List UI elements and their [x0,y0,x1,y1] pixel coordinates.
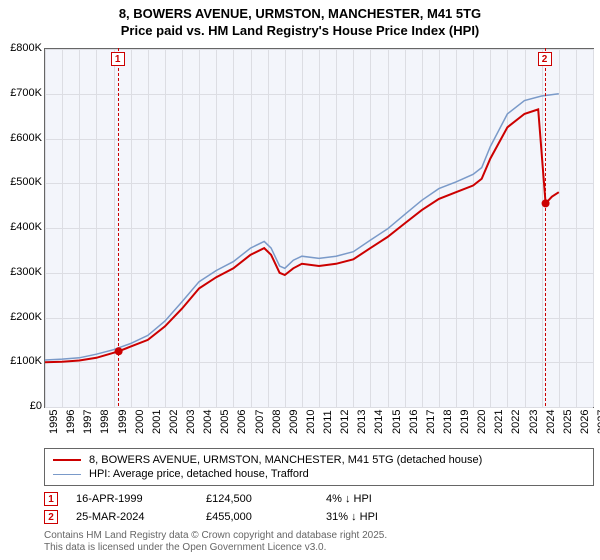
footer-line-2: This data is licensed under the Open Gov… [44,542,594,554]
x-axis-tick-label: 2013 [356,410,368,434]
x-axis-tick-label: 2005 [219,410,231,434]
gridline-horizontal [45,407,593,408]
sales-table-row: 2 25-MAR-2024£455,00031% ↓ HPI [44,508,594,526]
y-axis-tick-label: £300K [2,266,42,278]
y-axis-tick-label: £400K [2,221,42,233]
legend-swatch [53,459,81,461]
sales-row-date: 16-APR-1999 [76,493,206,505]
sales-row-pct: 4% ↓ HPI [326,493,446,505]
x-axis-tick-label: 1995 [48,410,60,434]
sales-row-marker-badge: 1 [44,492,58,506]
x-axis-tick-label: 2016 [408,410,420,434]
x-axis-tick-label: 2026 [579,410,591,434]
sales-table-row: 1 16-APR-1999£124,5004% ↓ HPI [44,490,594,508]
legend-row: HPI: Average price, detached house, Traf… [53,467,585,481]
legend-swatch [53,474,81,475]
x-axis-tick-label: 2025 [562,410,574,434]
x-axis-tick-label: 2006 [236,410,248,434]
y-axis-tick-label: £700K [2,87,42,99]
sales-row-marker-badge: 2 [44,510,58,524]
sales-data-table: 1 16-APR-1999£124,5004% ↓ HPI 2 25-MAR-2024… [44,490,594,526]
x-axis-tick-label: 2024 [545,410,557,434]
sale-marker-line [118,48,119,406]
sales-row-price: £455,000 [206,511,326,523]
chart-series-svg [45,49,593,407]
x-axis-tick-label: 2004 [202,410,214,434]
x-axis-tick-label: 2000 [134,410,146,434]
x-axis-tick-label: 1997 [82,410,94,434]
x-axis-tick-label: 2011 [322,410,334,434]
legend-label: 8, BOWERS AVENUE, URMSTON, MANCHESTER, M… [89,454,482,466]
x-axis-tick-label: 2019 [459,410,471,434]
x-axis-tick-label: 1999 [117,410,129,434]
x-axis-tick-label: 2018 [442,410,454,434]
sales-row-price: £124,500 [206,493,326,505]
footer-line-1: Contains HM Land Registry data © Crown c… [44,530,594,542]
x-axis-tick-label: 2012 [339,410,351,434]
x-axis-tick-label: 2008 [271,410,283,434]
y-axis-tick-label: £600K [2,132,42,144]
y-axis-tick-label: £500K [2,176,42,188]
y-axis-tick-label: £800K [2,42,42,54]
chart-plot-area [44,48,594,408]
footer-attribution: Contains HM Land Registry data © Crown c… [44,530,594,554]
legend-box: 8, BOWERS AVENUE, URMSTON, MANCHESTER, M… [44,448,594,486]
y-axis-tick-label: £100K [2,355,42,367]
gridline-vertical [593,49,594,407]
x-axis-tick-label: 2002 [168,410,180,434]
x-axis-tick-label: 2010 [305,410,317,434]
sale-marker-dot [542,199,550,207]
series-line-property_price [45,109,559,362]
title-line-2: Price paid vs. HM Land Registry's House … [0,23,600,40]
y-axis-tick-label: £200K [2,311,42,323]
x-axis-tick-label: 2007 [254,410,266,434]
x-axis-tick-label: 2001 [151,410,163,434]
x-axis-tick-label: 2017 [425,410,437,434]
sale-marker-badge: 2 [538,52,552,66]
x-axis-tick-label: 2020 [476,410,488,434]
legend-label: HPI: Average price, detached house, Traf… [89,468,309,480]
title-line-1: 8, BOWERS AVENUE, URMSTON, MANCHESTER, M… [0,6,600,23]
x-axis-tick-label: 1996 [65,410,77,434]
x-axis-tick-label: 2003 [185,410,197,434]
sales-row-pct: 31% ↓ HPI [326,511,446,523]
x-axis-tick-label: 2022 [510,410,522,434]
chart-title-block: 8, BOWERS AVENUE, URMSTON, MANCHESTER, M… [0,0,600,42]
y-axis-tick-label: £0 [2,400,42,412]
x-axis-tick-label: 2021 [493,410,505,434]
x-axis-tick-label: 2014 [373,410,385,434]
sales-row-date: 25-MAR-2024 [76,511,206,523]
x-axis-tick-label: 2023 [528,410,540,434]
x-axis-tick-label: 1998 [99,410,111,434]
x-axis-tick-label: 2009 [288,410,300,434]
sale-marker-line [545,48,546,406]
x-axis-tick-label: 2027 [596,410,600,434]
legend-row: 8, BOWERS AVENUE, URMSTON, MANCHESTER, M… [53,453,585,467]
x-axis-tick-label: 2015 [391,410,403,434]
series-line-hpi [45,94,559,360]
sale-marker-badge: 1 [111,52,125,66]
sale-marker-dot [115,347,123,355]
